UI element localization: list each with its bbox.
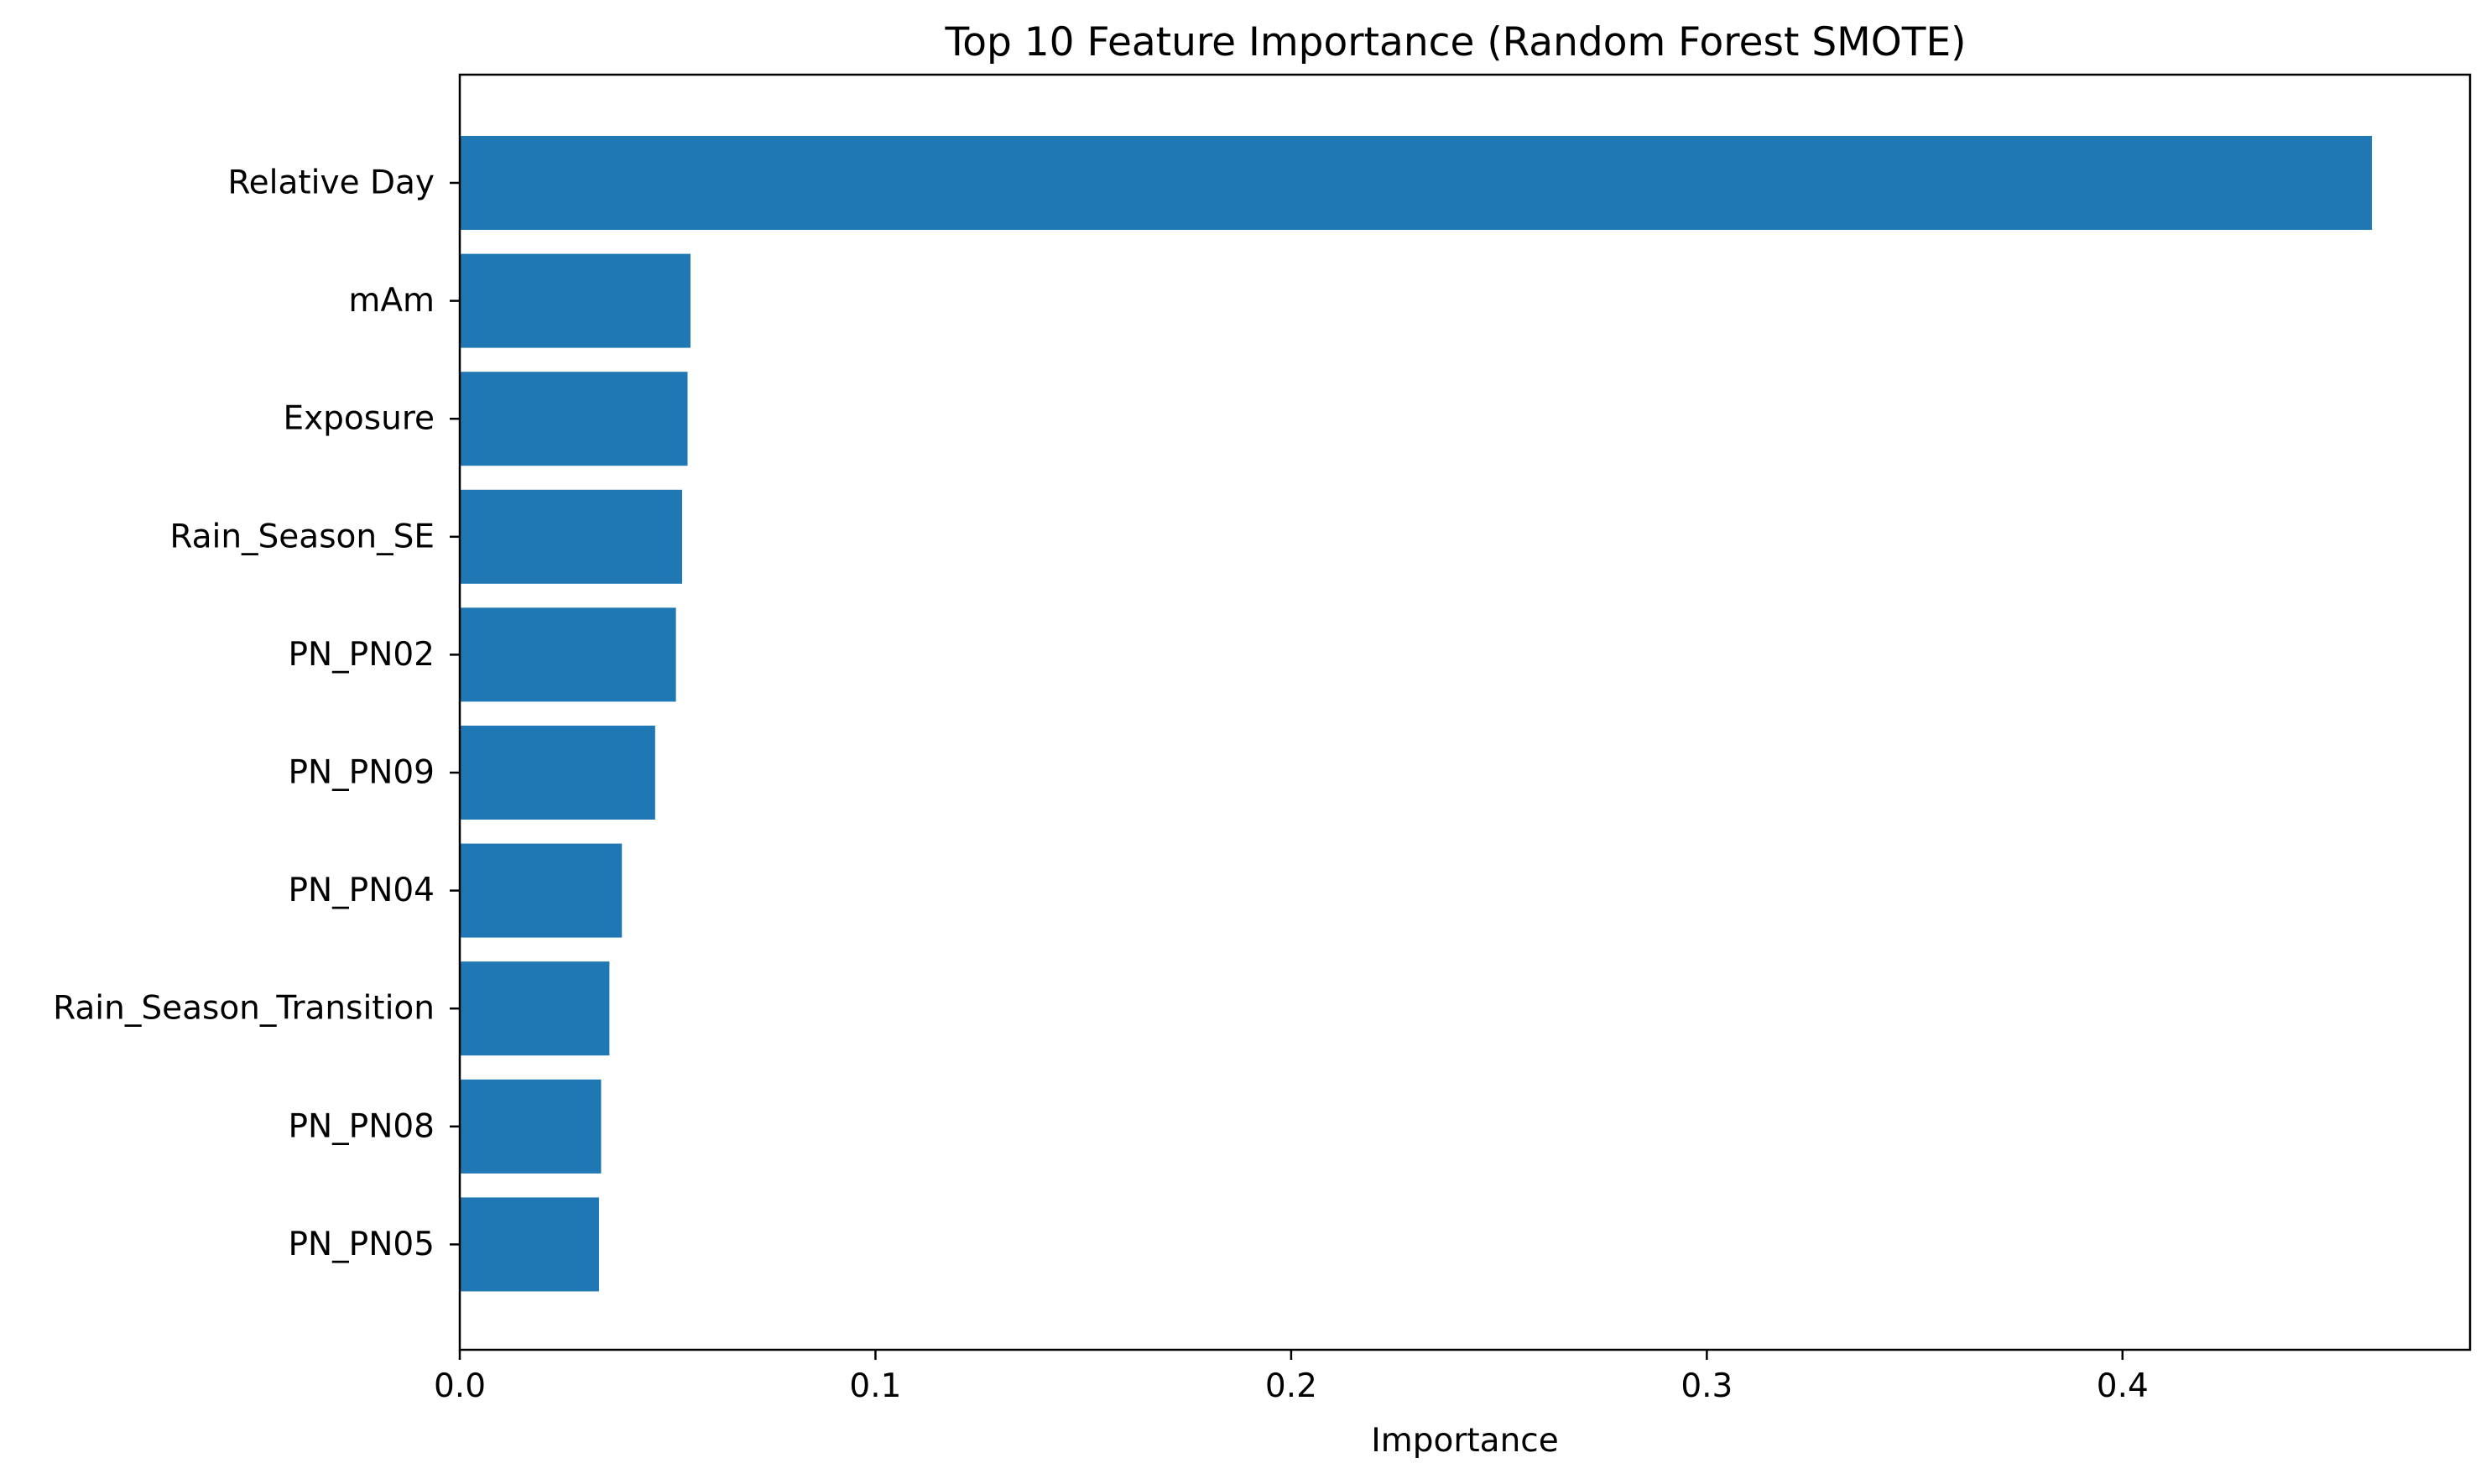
bar-pn-pn08: [460, 1079, 602, 1174]
x-tick-label: 0.2: [1265, 1367, 1317, 1405]
y-axis-ticks: Relative Day mAm Exposure Rain_Season_SE PN_…: [53, 164, 460, 1263]
bar-mam: [460, 253, 690, 348]
x-tick-label: 0.1: [849, 1367, 901, 1405]
y-tick-label: PN_PN02: [288, 636, 435, 674]
chart-title: Top 10 Feature Importance (Random Forest…: [945, 19, 1967, 65]
bars-group: [460, 136, 2373, 1292]
x-axis-label: Importance: [1371, 1422, 1559, 1460]
y-tick-label: PN_PN08: [288, 1107, 435, 1145]
bar-pn-pn09: [460, 726, 655, 820]
plot-area-frame: [458, 73, 2472, 1351]
y-tick-label: Rain_Season_Transition: [53, 990, 435, 1028]
x-tick-label: 0.0: [434, 1367, 486, 1405]
x-axis-ticks: 0.0 0.1 0.2 0.3 0.4: [434, 1350, 2149, 1405]
bar-relative-day: [460, 136, 2373, 230]
y-tick-label: Rain_Season_SE: [169, 518, 435, 555]
bar-pn-pn05: [460, 1197, 599, 1292]
bar-pn-pn04: [460, 843, 623, 938]
y-tick-label: PN_PN05: [288, 1226, 435, 1263]
y-tick-label: Exposure: [283, 400, 435, 438]
y-tick-label: Relative Day: [227, 164, 435, 202]
bar-exposure: [460, 372, 688, 466]
x-tick-label: 0.3: [1681, 1367, 1733, 1405]
y-tick-label: PN_PN09: [288, 754, 435, 792]
bar-rain-season-transition: [460, 961, 610, 1056]
y-tick-label: PN_PN04: [288, 872, 435, 909]
y-tick-label: mAm: [348, 282, 435, 320]
x-tick-label: 0.4: [2097, 1367, 2149, 1405]
bar-pn-pn02: [460, 607, 676, 702]
bar-rain-season-se: [460, 489, 683, 584]
